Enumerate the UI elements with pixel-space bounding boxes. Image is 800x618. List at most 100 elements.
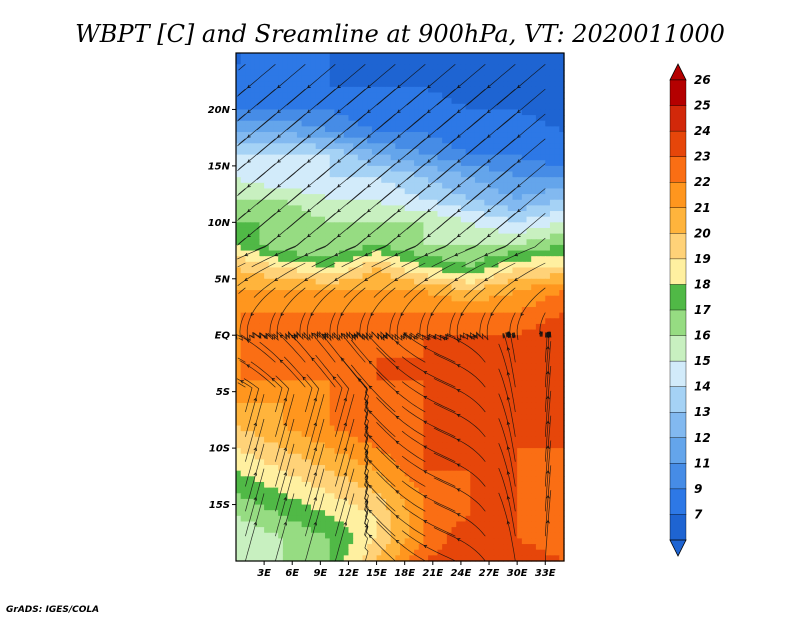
field-cell	[470, 148, 476, 156]
field-cell	[325, 256, 331, 263]
field-cell	[343, 239, 350, 246]
field-cell	[268, 244, 275, 252]
field-cell	[367, 188, 373, 195]
field-cell	[437, 346, 443, 353]
field-cell	[376, 188, 382, 195]
field-cell	[437, 143, 443, 150]
field-cell	[268, 408, 275, 415]
field-cell	[329, 216, 335, 223]
field-cell	[362, 160, 368, 167]
field-cell	[484, 340, 490, 348]
field-cell	[245, 346, 251, 353]
field-cell	[236, 58, 242, 65]
field-cell	[292, 374, 298, 381]
field-cell	[554, 419, 560, 427]
field-cell	[320, 148, 326, 156]
field-cell	[479, 391, 485, 398]
field-cell	[385, 307, 392, 314]
field-cell	[259, 436, 265, 444]
field-cell	[456, 75, 462, 82]
field-cell	[423, 69, 429, 77]
field-cell	[278, 98, 284, 105]
field-cell	[264, 273, 270, 280]
field-cell	[404, 171, 410, 178]
field-cell	[381, 425, 387, 432]
field-cell	[259, 391, 265, 398]
field-cell	[306, 284, 312, 291]
field-cell	[381, 431, 387, 438]
field-cell	[264, 419, 270, 427]
field-cell	[549, 323, 556, 331]
field-cell	[236, 273, 242, 280]
field-cell	[273, 165, 279, 173]
field-cell	[245, 312, 251, 319]
field-cell	[390, 329, 396, 336]
field-cell	[329, 211, 335, 218]
field-cell	[282, 442, 289, 449]
field-cell	[559, 448, 565, 455]
field-cell	[400, 380, 406, 387]
wbpt-field	[236, 53, 565, 562]
field-cell	[437, 188, 443, 195]
field-cell	[465, 182, 471, 190]
field-cell	[254, 120, 261, 127]
field-cell	[470, 160, 476, 167]
field-cell	[432, 448, 439, 455]
field-cell	[339, 408, 345, 415]
field-cell	[334, 340, 340, 348]
field-cell	[315, 194, 321, 201]
field-cell	[517, 436, 523, 444]
field-cell	[470, 109, 476, 116]
field-cell	[503, 98, 509, 105]
field-cell	[320, 363, 326, 370]
field-cell	[437, 250, 443, 257]
field-cell	[517, 53, 523, 60]
field-cell	[245, 86, 251, 94]
field-cell	[296, 284, 303, 291]
field-cell	[479, 81, 485, 88]
field-cell	[357, 92, 364, 99]
field-cell	[540, 205, 546, 212]
field-cell	[442, 267, 448, 274]
field-cell	[367, 397, 373, 404]
field-cell	[446, 239, 453, 246]
field-cell	[367, 346, 373, 353]
field-cell	[381, 205, 387, 212]
field-cell	[493, 205, 499, 212]
field-cell	[559, 374, 565, 381]
field-cell	[367, 414, 373, 421]
field-cell	[306, 329, 312, 336]
field-cell	[376, 177, 382, 184]
field-cell	[531, 397, 537, 404]
field-cell	[385, 143, 392, 150]
field-cell	[451, 442, 457, 449]
field-cell	[287, 267, 293, 274]
field-cell	[367, 256, 373, 263]
field-cell	[437, 323, 443, 331]
field-cell	[287, 318, 293, 325]
field-cell	[371, 194, 378, 201]
field-cell	[306, 154, 312, 161]
field-cell	[400, 436, 406, 444]
field-cell	[329, 137, 335, 144]
field-cell	[296, 154, 303, 161]
field-cell	[474, 386, 481, 393]
field-cell	[531, 346, 537, 353]
field-cell	[559, 363, 565, 370]
field-cell	[385, 194, 392, 201]
field-cell	[465, 261, 471, 269]
field-cell	[320, 436, 326, 444]
field-cell	[296, 120, 303, 127]
field-cell	[470, 126, 476, 133]
field-cell	[329, 69, 335, 77]
field-cell	[507, 250, 514, 257]
field-cell	[250, 369, 256, 376]
field-cell	[456, 352, 462, 359]
field-cell	[531, 442, 537, 449]
field-cell	[451, 171, 457, 178]
field-cell	[264, 448, 270, 455]
field-cell	[240, 171, 246, 178]
field-cell	[479, 115, 485, 122]
field-cell	[549, 103, 556, 111]
field-cell	[535, 318, 542, 325]
